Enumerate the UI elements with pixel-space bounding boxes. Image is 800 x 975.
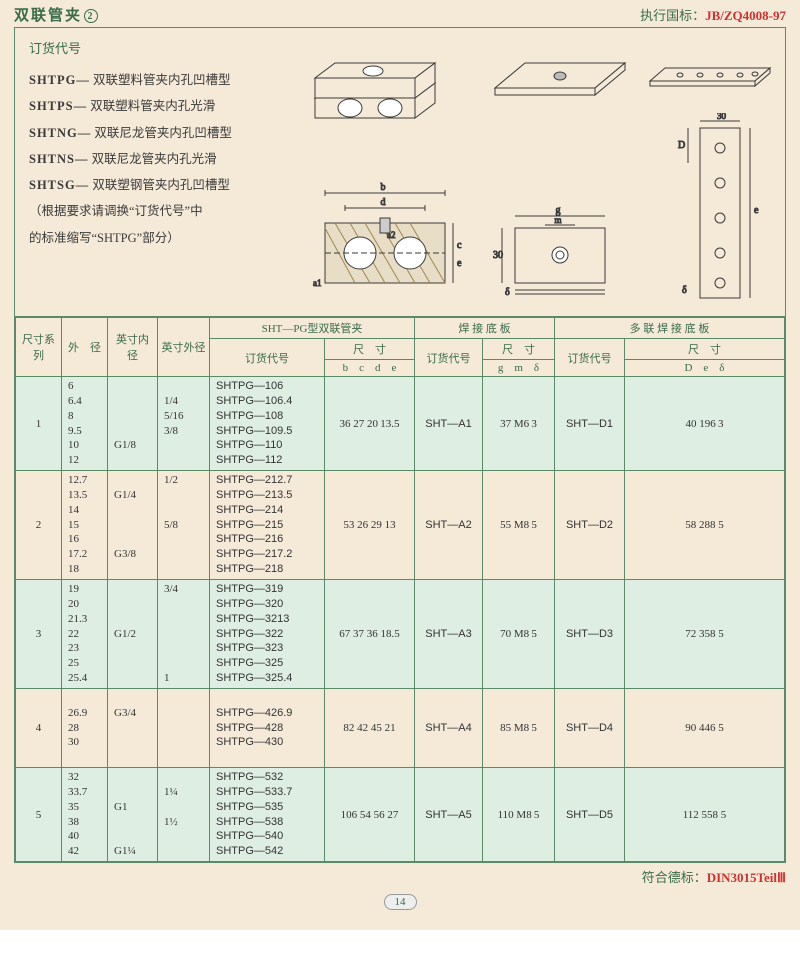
page-title: 双联管夹2	[14, 4, 98, 25]
svg-text:a2: a2	[387, 230, 396, 240]
standard-ref: 执行国标：JB/ZQ4008-97	[640, 5, 786, 24]
th-inch-out: 英寸外径	[158, 318, 210, 377]
clamp-iso-icon	[295, 38, 455, 133]
th-group2: 焊 接 底 板	[415, 318, 555, 339]
svg-text:D: D	[678, 140, 685, 151]
clamp-section-icon: b d a1 a2	[295, 178, 465, 308]
table-row: 4 26.92830 G3/4 SHTPG—426.9SHTPG—428SHTP…	[16, 688, 785, 767]
th-series: 尺寸系列	[16, 318, 62, 377]
svg-text:30: 30	[493, 250, 503, 261]
svg-text:δ: δ	[505, 287, 510, 298]
svg-text:d: d	[381, 197, 386, 208]
page-number: 14	[0, 892, 800, 930]
svg-text:c: c	[457, 240, 462, 251]
footer-std: 符合德标：DIN3015TeilⅢ	[14, 867, 786, 886]
svg-text:m: m	[554, 215, 561, 225]
intro-box: 订货代号 SHTPG— 双联塑料管夹内孔凹槽型 SHTPS— 双联塑料管夹内孔光…	[14, 27, 786, 317]
multi-plate-iso-icon	[645, 53, 775, 98]
svg-text:δ: δ	[682, 285, 687, 296]
svg-text:a1: a1	[313, 278, 322, 288]
table-row: 53233.735384042 G1 G1¼ 1¼ 1½ SHTPG—532SH…	[16, 768, 785, 862]
th-group3: 多 联 焊 接 底 板	[555, 318, 785, 339]
th-group1: SHT—PG型双联管夹	[210, 318, 415, 339]
table-row: 212.713.514151617.218 G1/4 G3/8 1/2 5/8 …	[16, 471, 785, 580]
page-header: 双联管夹2 执行国标：JB/ZQ4008-97	[0, 0, 800, 27]
weld-plate-plan-icon: g m 30 δ	[490, 198, 630, 303]
diagram-area: b d a1 a2	[295, 38, 775, 306]
svg-text:e: e	[457, 258, 462, 269]
svg-text:30: 30	[717, 113, 727, 121]
table-row: 166.489.51012 G1/8 1/45/163/8 SHTPG—106S…	[16, 377, 785, 471]
th-outer: 外 径	[62, 318, 108, 377]
svg-text:e: e	[754, 205, 759, 216]
multi-plate-plan-icon: 30 D e δ	[670, 113, 770, 313]
weld-plate-iso-icon	[485, 43, 635, 113]
dim-b: b	[381, 182, 386, 193]
order-code-list: SHTPG— 双联塑料管夹内孔凹槽型 SHTPS— 双联塑料管夹内孔光滑 SHT…	[29, 67, 289, 251]
th-inch-in: 英寸内径	[108, 318, 158, 377]
table-row: 3192021.322232525.4 G1/2 3/4 1SHTPG—319S…	[16, 579, 785, 688]
spec-table: 尺寸系列 外 径 英寸内径 英寸外径 SHT—PG型双联管夹 焊 接 底 板 多…	[14, 317, 786, 863]
